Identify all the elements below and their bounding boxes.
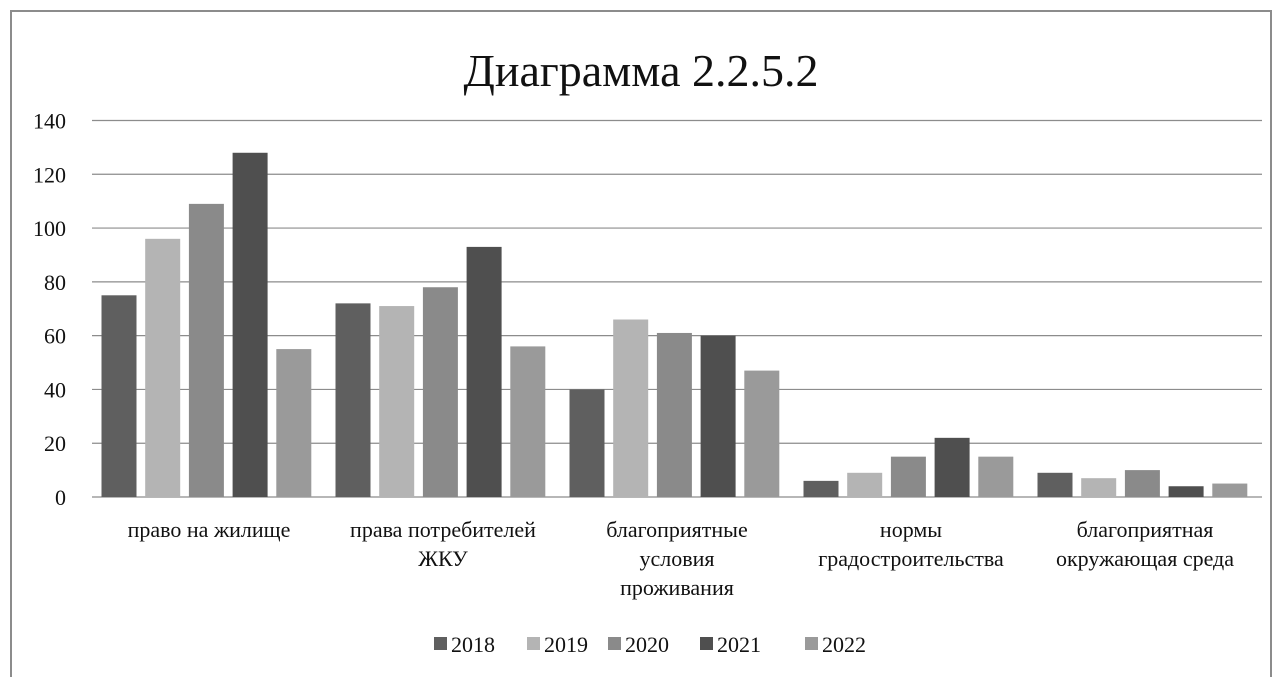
y-axis-tick-labels: 0 20 40 60 80 100 120 140 <box>33 109 66 511</box>
legend: 2018 2019 2020 2021 2022 <box>434 632 866 657</box>
bar <box>335 303 371 497</box>
y-tick-label: 120 <box>33 162 66 187</box>
legend-label: 2022 <box>822 632 866 657</box>
bar <box>934 437 970 497</box>
y-tick-label: 140 <box>33 109 66 134</box>
x-category-label-line: окружающая среда <box>1056 546 1234 571</box>
x-category-label: права потребителей ЖКУ <box>350 517 536 571</box>
y-tick-label: 40 <box>44 377 66 402</box>
x-category-label-line: права потребителей <box>350 517 536 542</box>
bar <box>847 472 883 497</box>
legend-label: 2018 <box>451 632 495 657</box>
bar <box>466 246 502 497</box>
x-category-label: благоприятная окружающая среда <box>1056 517 1234 571</box>
bar <box>188 203 224 497</box>
bar <box>978 456 1014 497</box>
bars <box>101 152 1248 498</box>
x-category-label-line: благоприятные <box>606 517 747 542</box>
x-category-label-line: условия <box>639 546 714 571</box>
x-category-label-line: градостроительства <box>818 546 1004 571</box>
bar <box>276 349 312 497</box>
bar <box>1212 483 1248 497</box>
bar <box>744 370 780 497</box>
bar <box>890 456 926 497</box>
y-tick-label: 20 <box>44 431 66 456</box>
legend-swatch <box>527 637 540 650</box>
legend-swatch <box>805 637 818 650</box>
bar <box>510 346 546 497</box>
x-category-label-line: нормы <box>880 517 942 542</box>
bar <box>422 287 458 497</box>
bar <box>656 332 692 497</box>
bar <box>613 319 649 497</box>
x-category-label-line: ЖКУ <box>418 546 468 571</box>
x-category-label: нормы градостроительства <box>818 517 1004 571</box>
bar <box>145 238 181 498</box>
legend-label: 2020 <box>625 632 669 657</box>
legend-swatch <box>608 637 621 650</box>
bar <box>700 335 736 497</box>
bar <box>379 306 415 497</box>
chart-title: Диаграмма 2.2.5.2 <box>463 45 818 96</box>
legend-swatch <box>434 637 447 650</box>
bar <box>232 152 268 497</box>
y-tick-label: 60 <box>44 324 66 349</box>
bar <box>1081 478 1117 497</box>
bar <box>803 480 839 497</box>
x-category-label-line: проживания <box>620 575 734 600</box>
bar <box>101 295 137 497</box>
legend-swatch <box>700 637 713 650</box>
x-category-label-line: благоприятная <box>1077 517 1214 542</box>
x-axis-category-labels: право на жилище права потребителей ЖКУ благ… <box>128 517 1235 600</box>
bar <box>1037 472 1073 497</box>
bar <box>1124 470 1160 497</box>
x-category-label-line: право на жилище <box>128 517 291 542</box>
y-tick-label: 100 <box>33 216 66 241</box>
y-tick-label: 0 <box>55 485 66 510</box>
legend-label: 2021 <box>717 632 761 657</box>
chart-frame <box>10 10 1272 677</box>
bar <box>569 389 605 497</box>
legend-label: 2019 <box>544 632 588 657</box>
x-category-label: благоприятные условия проживания <box>606 517 747 600</box>
bar <box>1168 486 1204 497</box>
y-tick-label: 80 <box>44 270 66 295</box>
x-category-label: право на жилище <box>128 517 291 542</box>
